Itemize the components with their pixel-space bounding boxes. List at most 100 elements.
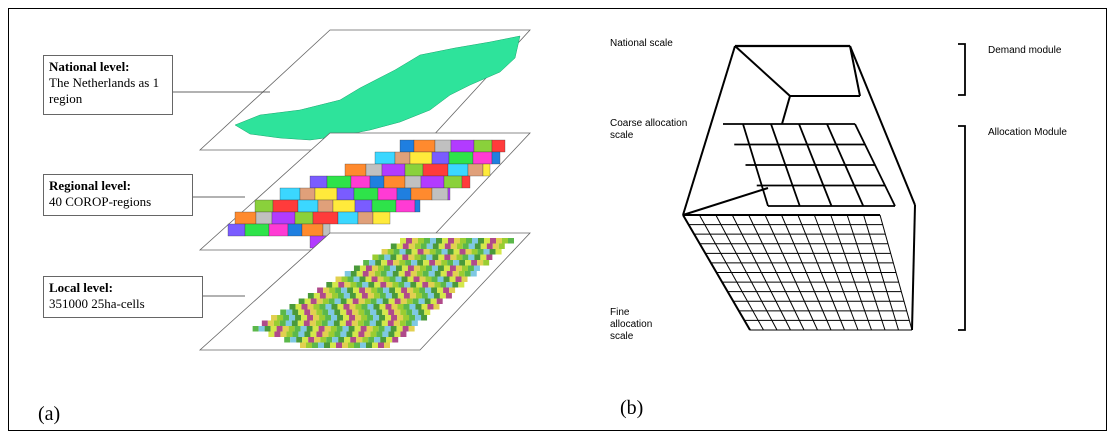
local-cell	[415, 304, 422, 310]
local-cell	[386, 282, 393, 288]
local-cell	[443, 265, 450, 271]
local-cell	[310, 331, 317, 337]
local-cell	[384, 326, 391, 332]
local-cell	[455, 276, 462, 282]
local-cell	[376, 331, 383, 337]
local-cell	[380, 282, 387, 288]
local-cell	[401, 265, 408, 271]
local-cell	[324, 326, 331, 332]
local-cell	[425, 276, 432, 282]
region-patch	[443, 175, 463, 189]
local-cell	[470, 271, 477, 277]
region-patch	[372, 211, 391, 225]
local-cell	[317, 287, 324, 293]
local-cell	[387, 249, 394, 255]
local-cell	[378, 326, 385, 332]
local-cell	[370, 298, 377, 304]
local-cell	[448, 238, 454, 244]
local-cell	[363, 320, 370, 326]
region-patch	[399, 139, 415, 153]
local-cell	[429, 249, 436, 255]
national-level-title: National level:	[49, 59, 130, 74]
local-cell	[456, 243, 463, 249]
local-cell	[453, 260, 460, 266]
local-cell	[346, 331, 353, 337]
local-cell	[466, 238, 472, 244]
local-cell	[442, 238, 448, 244]
local-cell	[374, 337, 381, 343]
local-cell	[444, 243, 451, 249]
local-cell	[330, 342, 336, 348]
local-cell	[426, 243, 433, 249]
local-cell	[284, 337, 291, 343]
local-cell	[360, 342, 366, 348]
local-cell	[345, 320, 352, 326]
local-cell	[388, 298, 395, 304]
region-patch	[255, 211, 273, 225]
local-cell	[433, 293, 440, 299]
local-cell	[362, 282, 369, 288]
local-cell	[398, 282, 405, 288]
local-cell	[359, 265, 366, 271]
local-cell	[418, 238, 424, 244]
local-cell	[331, 304, 338, 310]
local-cell	[381, 260, 388, 266]
local-cell	[389, 265, 396, 271]
regional-level-title: Regional level:	[49, 178, 131, 193]
local-cell	[326, 282, 333, 288]
local-cell	[414, 243, 421, 249]
local-cell	[370, 331, 377, 337]
local-cell	[391, 304, 398, 310]
local-cell	[409, 315, 416, 321]
local-cell	[384, 342, 390, 348]
local-cell	[334, 331, 341, 337]
local-cell	[405, 249, 412, 255]
local-cell	[367, 293, 374, 299]
local-cell	[261, 320, 268, 326]
local-cell	[291, 320, 298, 326]
panel-a-label: (a)	[38, 403, 61, 425]
region-patch	[287, 223, 303, 237]
local-cell	[344, 282, 351, 288]
local-cell	[435, 260, 442, 266]
pyramid-diagram	[682, 43, 966, 331]
region-patch	[447, 163, 469, 177]
local-cell	[433, 304, 440, 310]
local-cell	[343, 315, 350, 321]
local-cell	[425, 265, 432, 271]
local-cell	[404, 271, 411, 277]
local-cell	[465, 249, 472, 255]
map-plane-regional	[198, 132, 531, 251]
region-patch	[227, 223, 246, 237]
local-cell	[395, 265, 402, 271]
local-cell	[328, 309, 335, 315]
local-cell	[477, 249, 484, 255]
local-cell	[268, 331, 275, 337]
local-cell	[346, 309, 353, 315]
local-cell	[417, 249, 424, 255]
local-cell	[408, 254, 415, 260]
local-cell	[498, 243, 505, 249]
local-cell	[412, 298, 419, 304]
local-cell	[289, 304, 296, 310]
coarse-grid-line	[826, 123, 865, 207]
local-cell	[400, 331, 407, 337]
local-cell	[341, 287, 348, 293]
region-patch	[431, 151, 450, 165]
local-cell	[374, 271, 381, 277]
local-cell	[392, 282, 399, 288]
local-cell	[471, 260, 478, 266]
region-patch	[271, 211, 296, 225]
local-cell	[378, 254, 385, 260]
region-patch	[268, 223, 289, 237]
local-cell	[430, 238, 436, 244]
local-cell	[413, 265, 420, 271]
local-cell	[301, 315, 308, 321]
local-cell	[347, 287, 354, 293]
region-patch	[434, 139, 452, 153]
local-cell	[340, 298, 347, 304]
local-cell	[380, 271, 387, 277]
local-cell	[318, 326, 325, 332]
local-cell	[385, 315, 392, 321]
local-cell	[434, 282, 441, 288]
